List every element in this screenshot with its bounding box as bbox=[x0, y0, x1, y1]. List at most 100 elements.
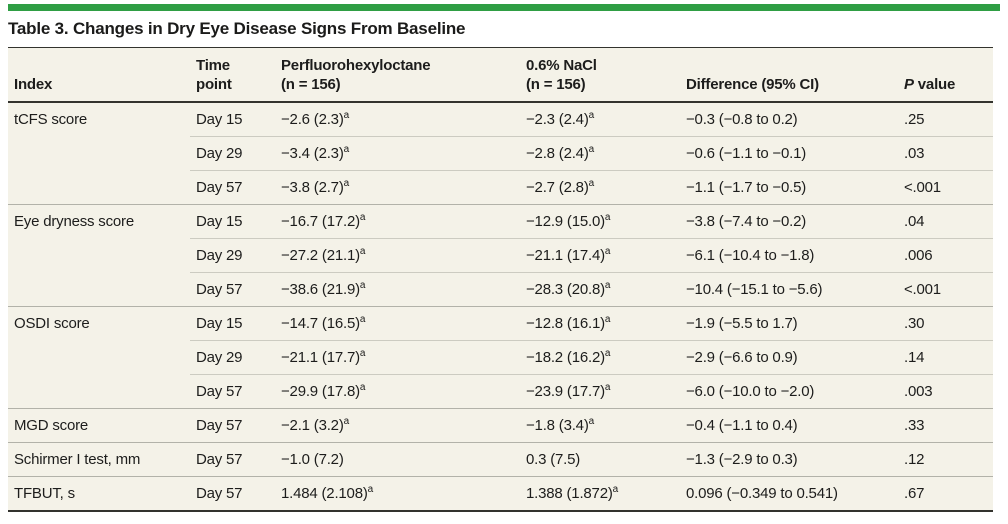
footnote-marker: a bbox=[343, 110, 350, 121]
footnote-marker: a bbox=[588, 144, 595, 155]
column-header-nacl: 0.6% NaCl (n = 156) bbox=[520, 47, 680, 103]
perfluorohexyloctane-cell: −14.7 (16.5)a bbox=[275, 306, 520, 341]
time-point-cell: Day 15 bbox=[190, 306, 275, 341]
nacl-cell: 1.388 (1.872)a bbox=[520, 476, 680, 511]
table-row: Day 29 −27.2 (21.1)a −21.1 (17.4)a −6.1 (−1… bbox=[8, 238, 993, 273]
p-value-cell: .03 bbox=[898, 136, 993, 171]
perfluorohexyloctane-cell: −38.6 (21.9)a bbox=[275, 272, 520, 307]
table-row: Day 57 −38.6 (21.9)a −28.3 (20.8)a −10.4 (−… bbox=[8, 272, 993, 307]
table-header: Index Time point Perfluorohexyloctane (n… bbox=[8, 47, 993, 103]
difference-cell: −0.3 (−0.8 to 0.2) bbox=[686, 111, 798, 128]
p-value-cell: <.001 bbox=[898, 170, 993, 205]
column-header-index: Index bbox=[8, 47, 190, 103]
index-cell bbox=[8, 273, 190, 307]
difference-cell: −1.3 (−2.9 to 0.3) bbox=[680, 442, 898, 477]
index-cell: MGD score bbox=[8, 408, 190, 443]
footnote-marker: a bbox=[588, 110, 595, 121]
table-body: tCFS score Day 15 −2.6 (2.3)a −2.3 (2.4)a −0… bbox=[8, 102, 993, 511]
perfluorohexyloctane-cell: −2.1 (3.2)a bbox=[275, 408, 520, 443]
time-point-cell: Day 29 bbox=[190, 238, 275, 273]
p-value-cell: .006 bbox=[898, 238, 993, 273]
footnote-marker: a bbox=[604, 246, 611, 257]
footnote-marker: a bbox=[604, 382, 611, 393]
footnote-marker: a bbox=[359, 280, 366, 291]
column-header-p-value: P value bbox=[898, 47, 993, 103]
footnote-marker: a bbox=[343, 144, 350, 155]
footnote-marker: a bbox=[343, 178, 350, 189]
index-cell bbox=[8, 375, 190, 409]
accent-bar bbox=[8, 4, 1000, 11]
time-point-cell: Day 57 bbox=[190, 170, 275, 205]
footnote-marker: a bbox=[612, 484, 619, 495]
perfluorohexyloctane-cell: −27.2 (21.1)a bbox=[275, 238, 520, 273]
difference-cell: −1.1 (−1.7 to −0.5) bbox=[680, 170, 898, 205]
footnote-marker: a bbox=[359, 246, 366, 257]
p-value-cell: .14 bbox=[898, 340, 993, 375]
footnote-marker: a bbox=[359, 348, 366, 359]
p-value-cell: .33 bbox=[898, 408, 993, 443]
p-value-cell: .003 bbox=[898, 374, 993, 409]
time-point-cell: Day 29 bbox=[190, 340, 275, 375]
nacl-cell: −12.8 (16.1)a bbox=[520, 306, 680, 341]
column-header-difference: Difference (95% CI) bbox=[680, 47, 898, 103]
p-value-cell: .25 bbox=[904, 111, 925, 128]
table-row: OSDI score Day 15 −14.7 (16.5)a −12.8 (16.1… bbox=[8, 306, 993, 341]
footnote-marker: a bbox=[359, 314, 366, 325]
index-cell: tCFS score bbox=[14, 111, 88, 129]
time-point-cell: Day 57 bbox=[190, 374, 275, 409]
perfluorohexyloctane-cell: −16.7 (17.2)a bbox=[275, 204, 520, 239]
table-row: Day 29 −21.1 (17.7)a −18.2 (16.2)a −2.9 (−6… bbox=[8, 340, 993, 375]
perfluorohexyloctane-cell: −1.0 (7.2) bbox=[275, 442, 520, 477]
footnote-marker: a bbox=[367, 484, 374, 495]
index-cell: Schirmer I test, mm bbox=[8, 442, 190, 477]
nacl-cell: 0.3 (7.5) bbox=[520, 442, 680, 477]
table-panel: Table 3. Changes in Dry Eye Disease Sign… bbox=[8, 4, 1000, 512]
p-value-cell: .67 bbox=[898, 476, 993, 511]
perfluorohexyloctane-cell: −3.4 (2.3)a bbox=[275, 136, 520, 171]
footnote-marker: a bbox=[588, 416, 595, 427]
index-cell bbox=[8, 239, 190, 273]
column-header-perfluorohexyloctane: Perfluorohexyloctane (n = 156) bbox=[275, 47, 520, 103]
difference-cell: −6.0 (−10.0 to −2.0) bbox=[680, 374, 898, 409]
index-cell: Eye dryness score bbox=[8, 204, 190, 239]
nacl-cell: −1.8 (3.4)a bbox=[520, 408, 680, 443]
difference-cell: −6.1 (−10.4 to −1.8) bbox=[680, 238, 898, 273]
perfluorohexyloctane-cell: −2.6 (2.3)a bbox=[281, 110, 350, 129]
table-row: Day 57 −3.8 (2.7)a −2.7 (2.8)a −1.1 (−1.7 t… bbox=[8, 170, 993, 205]
footnote-marker: a bbox=[588, 178, 595, 189]
table-row: TFBUT, s Day 57 1.484 (2.108)a 1.388 (1.872… bbox=[8, 476, 993, 511]
p-value-cell: .04 bbox=[898, 204, 993, 239]
time-point-cell: Day 57 bbox=[190, 442, 275, 477]
table-title: Table 3. Changes in Dry Eye Disease Sign… bbox=[8, 19, 466, 38]
index-cell bbox=[8, 341, 190, 375]
time-point-cell: Day 57 bbox=[190, 476, 275, 511]
time-point-cell: Day 57 bbox=[190, 272, 275, 307]
difference-cell: −0.4 (−1.1 to 0.4) bbox=[680, 408, 898, 443]
nacl-cell: −2.3 (2.4)a bbox=[526, 110, 595, 129]
time-point-cell: Day 57 bbox=[190, 408, 275, 443]
p-value-cell: .30 bbox=[898, 306, 993, 341]
index-cell: TFBUT, s bbox=[8, 476, 190, 511]
nacl-cell: −18.2 (16.2)a bbox=[520, 340, 680, 375]
time-point-cell: Day 29 bbox=[190, 136, 275, 171]
difference-cell: −1.9 (−5.5 to 1.7) bbox=[680, 306, 898, 341]
difference-cell: −10.4 (−15.1 to −5.6) bbox=[680, 272, 898, 307]
index-cell: OSDI score bbox=[8, 306, 190, 341]
difference-cell: −3.8 (−7.4 to −0.2) bbox=[680, 204, 898, 239]
footnote-marker: a bbox=[343, 416, 350, 427]
nacl-cell: −2.8 (2.4)a bbox=[520, 136, 680, 171]
dry-eye-signs-table: Index Time point Perfluorohexyloctane (n… bbox=[8, 47, 993, 512]
table-row: tCFS score Day 15 −2.6 (2.3)a −2.3 (2.4)a −0… bbox=[8, 102, 993, 137]
footnote-marker: a bbox=[604, 348, 611, 359]
table-row: Day 29 −3.4 (2.3)a −2.8 (2.4)a −0.6 (−1.1 t… bbox=[8, 136, 993, 171]
perfluorohexyloctane-cell: −21.1 (17.7)a bbox=[275, 340, 520, 375]
table-row: Day 57 −29.9 (17.8)a −23.9 (17.7)a −6.0 (−1… bbox=[8, 374, 993, 409]
table-row: MGD score Day 57 −2.1 (3.2)a −1.8 (3.4)a −0.… bbox=[8, 408, 993, 443]
nacl-cell: −12.9 (15.0)a bbox=[520, 204, 680, 239]
difference-cell: −2.9 (−6.6 to 0.9) bbox=[680, 340, 898, 375]
time-point-cell: Day 15 bbox=[196, 111, 243, 128]
nacl-cell: −23.9 (17.7)a bbox=[520, 374, 680, 409]
nacl-cell: −2.7 (2.8)a bbox=[520, 170, 680, 205]
index-cell bbox=[8, 137, 190, 171]
table-row: Schirmer I test, mm Day 57 −1.0 (7.2) 0.3 (… bbox=[8, 442, 993, 477]
